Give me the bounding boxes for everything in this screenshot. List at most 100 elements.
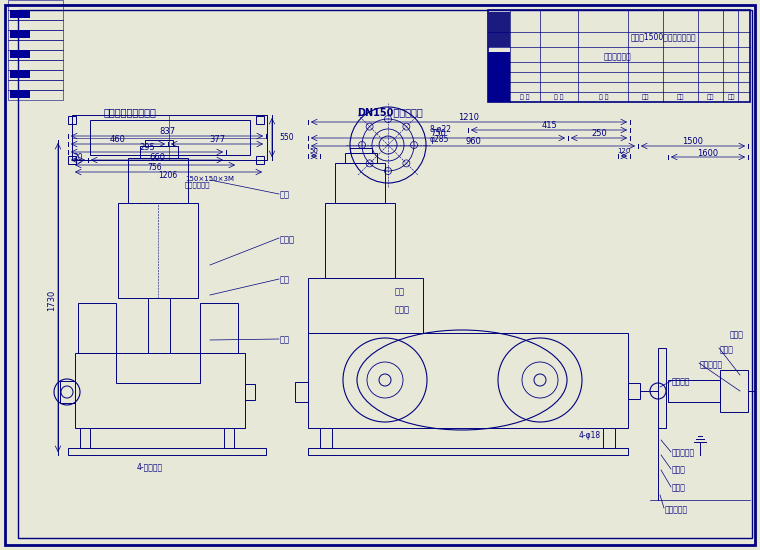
Bar xyxy=(200,303,238,353)
Text: 备注: 备注 xyxy=(727,94,735,100)
Bar xyxy=(308,278,423,333)
Text: 295: 295 xyxy=(139,144,155,152)
Text: 4-地脚螺栓: 4-地脚螺栓 xyxy=(137,463,163,471)
Bar xyxy=(8,60,63,70)
Bar xyxy=(72,115,267,160)
Bar xyxy=(10,30,30,38)
Bar xyxy=(350,148,372,153)
Text: 弹性接头: 弹性接头 xyxy=(672,377,691,387)
Bar xyxy=(8,70,63,80)
Text: 4-φ18: 4-φ18 xyxy=(579,431,601,439)
Bar xyxy=(488,12,510,19)
Text: 双油箱水冷型: 双油箱水冷型 xyxy=(604,52,632,62)
Text: 油标: 油标 xyxy=(280,276,290,284)
Bar xyxy=(80,428,90,448)
Bar xyxy=(488,52,510,62)
Bar xyxy=(68,116,76,124)
Bar xyxy=(488,40,510,47)
Text: φ285: φ285 xyxy=(430,135,449,145)
Bar xyxy=(256,156,264,164)
Bar xyxy=(68,156,76,164)
Bar xyxy=(148,298,170,353)
Bar xyxy=(8,90,63,100)
Text: 序号: 序号 xyxy=(496,94,503,100)
Text: 1206: 1206 xyxy=(158,170,178,179)
Text: 756: 756 xyxy=(147,163,163,173)
Bar xyxy=(295,382,308,402)
Bar xyxy=(345,153,377,163)
Bar xyxy=(75,353,245,428)
Bar xyxy=(256,116,264,124)
Text: 20: 20 xyxy=(73,152,83,162)
Bar xyxy=(308,448,628,455)
Bar xyxy=(488,19,510,26)
Text: 插出口: 插出口 xyxy=(730,331,744,339)
Text: 压力表开关: 压力表开关 xyxy=(672,448,695,458)
Text: 460: 460 xyxy=(110,135,126,145)
Text: 总量: 总量 xyxy=(706,94,714,100)
Text: 压力表: 压力表 xyxy=(672,465,686,475)
Text: 出口消声器: 出口消声器 xyxy=(700,360,723,370)
Bar xyxy=(325,203,395,278)
Text: 120: 120 xyxy=(617,148,631,154)
Text: 150×150×3M: 150×150×3M xyxy=(185,176,234,182)
Bar xyxy=(488,92,510,102)
Bar xyxy=(488,26,510,33)
Bar xyxy=(118,203,198,298)
Text: 250: 250 xyxy=(591,129,607,139)
Bar xyxy=(8,30,63,40)
Text: 质量: 质量 xyxy=(676,94,684,100)
Bar xyxy=(128,158,188,203)
Text: 1500: 1500 xyxy=(682,138,704,146)
Bar xyxy=(90,120,250,155)
Text: 8-φ22: 8-φ22 xyxy=(430,125,452,135)
Bar xyxy=(10,50,30,58)
Text: 415: 415 xyxy=(541,122,557,130)
Text: 1730: 1730 xyxy=(47,289,56,311)
Bar xyxy=(628,383,640,399)
Bar xyxy=(320,428,332,448)
Text: 皮带轮: 皮带轮 xyxy=(395,305,410,315)
Text: 风机地基安装示意图: 风机地基安装示意图 xyxy=(103,107,157,117)
Bar xyxy=(10,70,30,78)
Text: 输气体: 输气体 xyxy=(280,235,295,245)
Text: 进入消声器: 进入消声器 xyxy=(665,505,688,514)
Text: 代 号: 代 号 xyxy=(521,94,530,100)
Text: 750: 750 xyxy=(430,129,446,139)
Bar xyxy=(8,20,63,30)
Bar xyxy=(10,10,30,18)
Text: 50: 50 xyxy=(309,148,318,154)
Bar xyxy=(720,370,748,412)
Bar xyxy=(668,380,720,402)
Bar xyxy=(10,90,30,98)
Text: 960: 960 xyxy=(465,138,481,146)
Text: 名 称: 名 称 xyxy=(554,94,564,100)
Text: 1600: 1600 xyxy=(698,148,718,157)
Bar xyxy=(145,140,173,146)
Bar xyxy=(8,80,63,90)
Bar xyxy=(8,50,63,60)
Bar xyxy=(8,10,63,20)
Text: 837: 837 xyxy=(159,128,175,136)
Bar xyxy=(488,10,750,102)
Text: 电机: 电机 xyxy=(280,190,290,200)
Text: 预埋地脚螺栓: 预埋地脚螺栓 xyxy=(185,182,211,188)
Bar xyxy=(140,146,178,158)
Bar xyxy=(8,40,63,50)
Bar xyxy=(60,381,75,403)
Text: 1210: 1210 xyxy=(458,113,480,123)
Text: 安全阀: 安全阀 xyxy=(672,483,686,492)
Text: 550: 550 xyxy=(279,134,293,142)
Bar xyxy=(245,384,255,400)
Bar xyxy=(335,163,385,203)
Bar xyxy=(308,333,628,428)
Bar xyxy=(488,33,510,40)
Text: 数 量: 数 量 xyxy=(599,94,609,100)
Bar xyxy=(224,428,234,448)
Text: 660: 660 xyxy=(149,152,165,162)
Text: 377: 377 xyxy=(209,135,225,145)
Text: 丝堵: 丝堵 xyxy=(280,336,290,344)
Bar xyxy=(658,348,666,428)
Bar xyxy=(116,353,200,383)
Text: 风机: 风机 xyxy=(395,288,405,296)
